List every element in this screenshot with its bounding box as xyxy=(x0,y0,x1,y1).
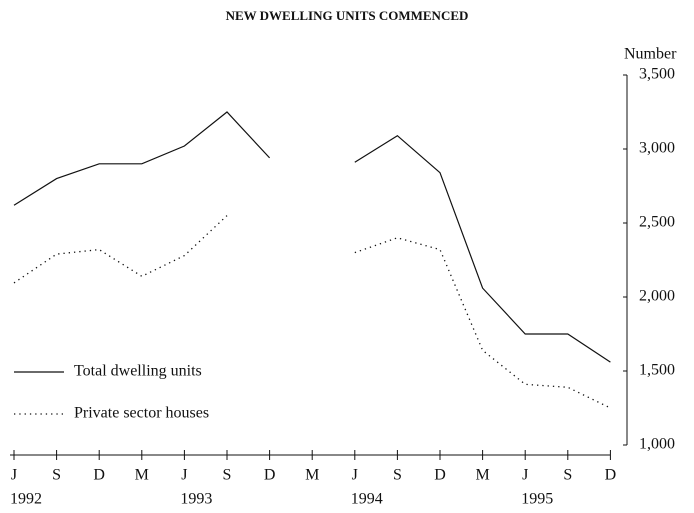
x-tick-label: J xyxy=(352,467,358,484)
series-line xyxy=(13,215,611,409)
x-year-label: 1994 xyxy=(351,491,383,508)
x-tick-label: D xyxy=(93,467,105,484)
x-tick-label: J xyxy=(181,467,187,484)
x-tick-label: M xyxy=(135,467,149,484)
x-year-label: 1992 xyxy=(10,491,42,508)
legend-label: Private sector houses xyxy=(74,405,209,422)
legend-label: Total dwelling units xyxy=(74,363,202,380)
chart-title: NEW DWELLING UNITS COMMENCED xyxy=(226,8,469,23)
x-tick-label: D xyxy=(434,467,446,484)
x-tick-label: S xyxy=(563,467,572,484)
y-axis-label: Number xyxy=(624,46,677,63)
x-tick-label: J xyxy=(11,467,17,484)
x-tick-label: S xyxy=(223,467,232,484)
y-tick-label: 1,000 xyxy=(639,436,675,453)
y-tick-label: 2,000 xyxy=(639,288,675,305)
x-year-label: 1993 xyxy=(180,491,212,508)
x-tick-label: S xyxy=(393,467,402,484)
series-line xyxy=(13,111,611,363)
x-tick-label: S xyxy=(52,467,61,484)
x-tick-label: M xyxy=(475,467,489,484)
y-tick-label: 1,500 xyxy=(639,362,675,379)
x-tick-label: D xyxy=(605,467,617,484)
y-tick-label: 3,500 xyxy=(639,66,675,83)
y-tick-label: 3,000 xyxy=(639,140,675,157)
x-tick-label: D xyxy=(264,467,276,484)
y-tick-label: 2,500 xyxy=(639,214,675,231)
x-tick-label: M xyxy=(305,467,319,484)
x-year-label: 1995 xyxy=(521,491,553,508)
x-tick-label: J xyxy=(522,467,528,484)
